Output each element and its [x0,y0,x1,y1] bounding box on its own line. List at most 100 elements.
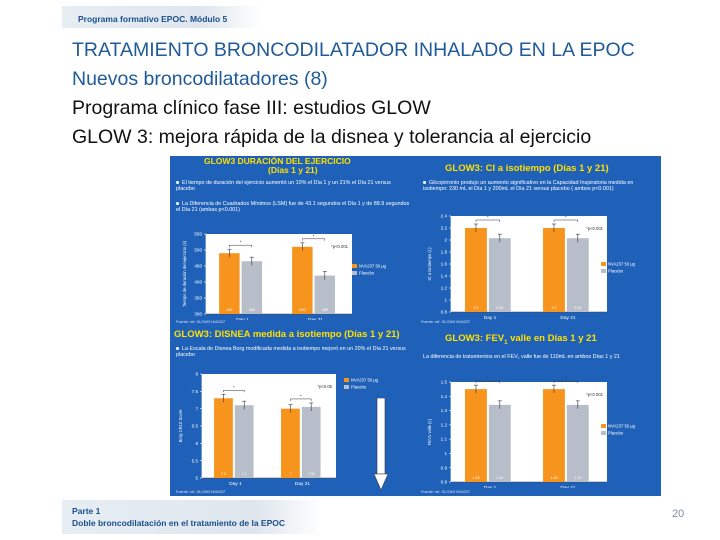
significance-bracket [223,390,245,393]
bar [214,398,233,478]
significance-bracket [475,380,501,384]
bar-value-label: 510 [299,308,305,312]
bar-value-label: 2.2 [551,306,556,310]
bar [314,275,336,314]
bar-value-label: 7 [289,472,291,476]
y-axis-label: IC a isotiempo (L) [427,247,432,281]
chart-ic: 2.4 2.2 2 1.8 1.6 1.4 1.2 1 0.8 IC a isotiempo (L… [427,214,636,320]
legend-label: NVA237 50 µg [608,262,636,267]
panel-fev1: GLOW3: FEV1 valle en Días 1 y 21 La dife… [415,326,661,496]
y-tick-label: 1.3 [441,408,448,413]
panel-exercise-source: Fuente: ref. GLOW3 NVA237 [176,320,226,324]
panel-fev1-source: Fuente: ref. GLOW3 NVA237 [421,490,471,494]
y-tick-label: 6.5 [192,424,199,429]
bullet-dot-icon [423,181,426,185]
slide-title: TRATAMIENTO BRONCODILATADOR INHALADO EN … [72,39,635,61]
panel-dyspnea-source: Fuente: ref. GLOW3 NVA237 [176,490,226,494]
x-tick-label: Day 1 [484,315,497,320]
panel-dyspnea-bullet-1: La Escala de Disnea Borg modificada medi… [176,346,410,359]
legend-label: Placebo [608,269,624,274]
x-tick-label: Day 21 [560,315,576,320]
bar [566,404,589,482]
legend-swatch [601,262,606,266]
bullet-dot-icon [176,202,179,206]
panel-dyspnea: GLOW3: DISNEA medida a isotiempo (Días 1… [170,326,415,496]
y-tick-label: 550 [194,232,202,237]
y-tick-label: 350 [194,296,202,301]
bar [281,408,300,478]
panel-fev1-title-main: GLOW3: FEV [445,333,505,344]
panel-ic-source: Fuente: ref. GLOW3 NVA237 [421,320,471,324]
legend-swatch [601,424,606,428]
bar [219,253,240,314]
legend-swatch [352,264,357,268]
bar-value-label: 1.45 [472,476,479,480]
legend-label: NVA237 50 µg [608,424,636,429]
bullet-text: El tiempo de duración del ejercicio aume… [176,180,391,193]
bullet-dot-icon [176,181,179,185]
significance-bracket [302,238,326,241]
panel-ic: GLOW3: CI a isotiempo (Días 1 y 21) Glic… [415,156,661,326]
significance-marker: * [487,376,489,381]
y-tick-label: 1 [444,298,447,303]
legend-swatch [352,271,357,275]
y-tick-label: 6 [195,441,198,446]
bullet-text: La Escala de Disnea Borg modificada medi… [176,346,406,359]
bar [543,389,565,482]
y-axis-label: Borg CR10 Score [178,409,183,442]
bar-value-label: 1.34 [574,476,581,480]
bar-value-label: 1.45 [550,476,557,480]
chart-annotation: *p<0.001 [586,392,604,397]
significance-bracket [475,219,501,222]
legend-swatch [344,378,349,382]
y-tick-label: 1 [444,451,447,456]
x-tick-label: Day 21 [308,317,324,320]
header-band [62,6,262,28]
bullet-dot-icon [176,347,179,351]
x-tick-label: Day 1 [484,485,497,488]
footer-part-label: Parte 1 [72,506,101,516]
x-tick-label: Day 21 [560,485,576,488]
panel-ic-title: GLOW3: CI a isotiempo (Días 1 y 21) [445,163,609,174]
significance-marker: * [240,240,242,245]
slide-heading-program: Programa clínico fase III: estudios GLOW [72,97,431,119]
bullet-text: La Diferencia de Cuadrados Mínimos (LSM)… [176,201,410,214]
x-tick-label: Day 21 [295,481,311,487]
panel-fev1-title-sub: 1 [504,339,508,346]
bar [566,238,589,312]
y-tick-label: 1.6 [441,262,448,267]
panel-exercise-bullet-2: La Diferencia de Cuadrados Mínimos (LSM)… [176,201,410,214]
chart-dyspnea: 8 7.5 7 6.5 6 5.5 5 Borg CR10 Score 7.3 7.1 * Day 1… [178,372,379,487]
significance-marker: * [313,233,315,238]
y-axis-label: FEV1 valle (L) [427,418,432,445]
y-tick-label: 7 [195,406,198,411]
significance-bracket [229,244,253,248]
bar [241,261,263,314]
panel-fev1-title: GLOW3: FEV1 valle en Días 1 y 21 [445,334,597,348]
bar-value-label: 1.34 [496,476,503,480]
chart-exercise: 550 500 450 400 350 300 Tiempo de duración del… [182,232,387,320]
bar-value-label: 2.03 [574,306,581,310]
bar-value-label: 7.05 [308,472,315,476]
panel-dyspnea-title: GLOW3: DISNEA medida a isotiempo (Días 1… [174,329,400,340]
significance-bracket [290,398,312,401]
y-tick-label: 8 [195,372,198,377]
y-tick-label: 1.8 [441,250,448,255]
y-tick-label: 0.8 [441,480,448,485]
bar-value-label: 7.1 [242,472,247,476]
bar [543,228,565,312]
legend-label: Placebo [351,385,367,390]
footer-subtitle: Doble broncodilatación en el tratamiento… [72,518,286,528]
x-tick-label: Day 1 [229,481,242,487]
panel-exercise: GLOW3 DURACIÓN DEL EJERCICIO (Días 1 y 2… [170,156,415,326]
chart-annotation: *p<0.05 [317,384,332,389]
bar-value-label: 490 [226,308,232,312]
chart-annotation: *p<0.001 [331,244,349,249]
legend-swatch [344,385,349,389]
y-tick-label: 1.2 [441,422,448,427]
y-tick-label: 7.5 [192,389,199,394]
significance-marker: * [233,385,235,390]
slide-subtitle: Nuevos broncodilatadores (8) [72,68,328,90]
bullet-text: Glicopirronio produjo un aumento signifi… [423,180,634,193]
y-tick-label: 2.2 [441,226,448,231]
